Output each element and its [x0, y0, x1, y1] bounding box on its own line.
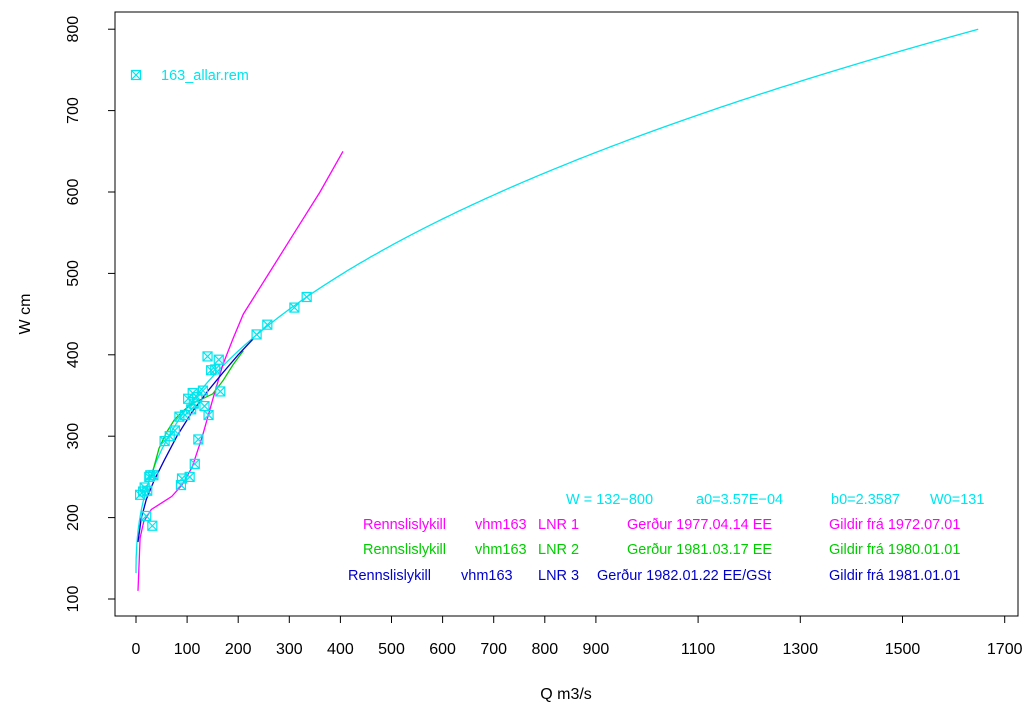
formula-b0: b0=2.3587 — [831, 492, 900, 508]
data-point — [215, 386, 226, 397]
row1-made: Gerður 1977.04.14 EE — [627, 517, 772, 533]
formula-w0: W0=131 — [930, 492, 984, 508]
x-axis-title: Q m3/s — [540, 686, 592, 703]
data-point — [148, 470, 159, 481]
data-point — [147, 520, 158, 531]
x-tick-label: 1700 — [987, 641, 1023, 658]
x-tick-label: 0 — [132, 641, 141, 658]
x-tick-label: 100 — [174, 641, 201, 658]
row1-lnr: LNR 1 — [538, 517, 579, 533]
data-point — [203, 409, 214, 421]
x-tick-label: 1100 — [681, 641, 716, 658]
curve-lnr-3 — [137, 338, 254, 543]
data-point — [251, 329, 262, 340]
data-point — [188, 398, 199, 409]
row2-valid: Gildir frá 1980.01.01 — [829, 542, 960, 558]
data-point — [189, 458, 200, 469]
formula-a0: a0=3.57E−04 — [696, 492, 783, 508]
x-tick-label: 800 — [531, 641, 558, 658]
formula-range: W = 132−800 — [566, 492, 653, 508]
legend-marker-symbol — [130, 69, 142, 81]
data-point — [210, 364, 221, 375]
data-point — [169, 425, 180, 436]
data-point — [301, 291, 312, 303]
row3-valid: Gildir frá 1981.01.01 — [829, 568, 960, 584]
data-point — [186, 404, 197, 415]
legend-label: 163_allar.rem — [161, 68, 249, 84]
row2-station: vhm163 — [475, 542, 527, 558]
row2-made: Gerður 1981.03.17 EE — [627, 542, 772, 558]
curve-cyan-fit — [135, 28, 979, 573]
row1-name: Rennslislykill — [363, 517, 446, 533]
data-point — [142, 485, 153, 496]
y-tick-label: 200 — [65, 504, 82, 531]
row2-lnr: LNR 2 — [538, 542, 579, 558]
x-tick-label: 900 — [583, 641, 610, 658]
legend-marker-icon — [130, 69, 142, 81]
x-tick-label: 1300 — [783, 641, 819, 658]
row3-name: Rennslislykill — [348, 568, 431, 584]
x-tick-label: 500 — [378, 641, 405, 658]
row3-lnr: LNR 3 — [538, 568, 579, 584]
x-tick-label: 600 — [429, 641, 456, 658]
y-axis: 100 200 300 400 500 600 700 800 — [65, 16, 115, 613]
legend: 163_allar.rem — [130, 68, 249, 84]
data-point — [262, 319, 273, 330]
data-point — [184, 471, 195, 482]
row3-station: vhm163 — [461, 568, 513, 584]
rating-row-1: Rennslislykill vhm163 LNR 1 Gerður 1977.… — [363, 517, 960, 533]
data-point — [141, 510, 152, 522]
scatter-layer — [134, 291, 312, 531]
data-point — [213, 354, 224, 365]
rating-row-2: Rennslislykill vhm163 LNR 2 Gerður 1981.… — [363, 542, 960, 558]
data-point — [289, 302, 300, 313]
row1-station: vhm163 — [475, 517, 527, 533]
rating-row-3: Rennslislykill vhm163 LNR 3 Gerður 1982.… — [348, 568, 960, 584]
y-tick-label: 300 — [65, 423, 82, 450]
data-point — [192, 392, 203, 403]
row1-valid: Gildir frá 1972.07.01 — [829, 517, 960, 533]
y-tick-label: 800 — [65, 16, 82, 43]
row2-name: Rennslislykill — [363, 542, 446, 558]
x-tick-label: 1500 — [885, 641, 921, 658]
data-point — [193, 434, 204, 445]
formula-annotation: W = 132−800 a0=3.57E−04 b0=2.3587 W0=131 — [566, 492, 984, 508]
y-tick-label: 700 — [65, 97, 82, 124]
y-axis-title: W cm — [17, 294, 34, 335]
x-tick-label: 200 — [225, 641, 252, 658]
x-tick-label: 300 — [276, 641, 303, 658]
x-axis: 0 100 200 300 400 500 600 700 800 900 1100 1300 1500… — [132, 616, 1023, 658]
x-tick-label: 700 — [480, 641, 507, 658]
y-tick-label: 100 — [65, 586, 82, 613]
data-point — [202, 351, 213, 362]
data-point — [197, 385, 209, 396]
y-tick-label: 500 — [65, 260, 82, 287]
y-tick-label: 400 — [65, 341, 82, 368]
data-point — [199, 400, 210, 412]
x-tick-label: 400 — [327, 641, 354, 658]
plot-frame — [114, 11, 1019, 617]
row3-made: Gerður 1982.01.22 EE/GSt — [597, 568, 771, 584]
curve-lnr-1 — [137, 150, 344, 591]
y-tick-label: 600 — [65, 179, 82, 206]
